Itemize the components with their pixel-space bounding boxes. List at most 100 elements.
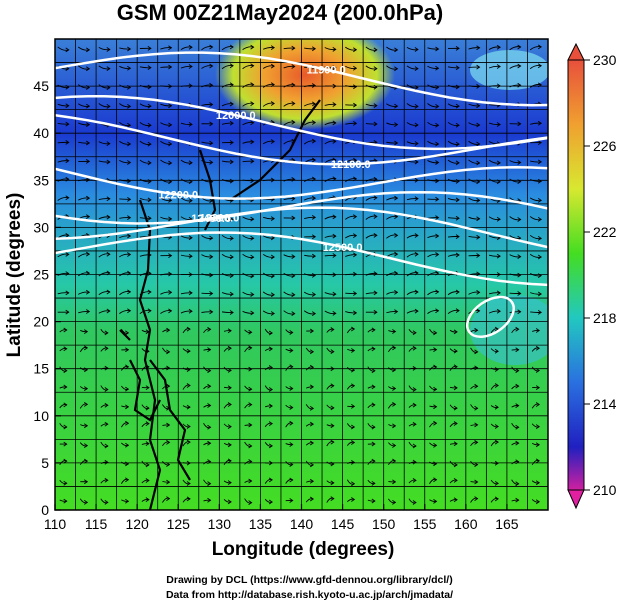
wind-arrowhead: [373, 195, 378, 201]
wind-arrowhead: [517, 272, 522, 278]
x-tick-label: 155: [413, 516, 437, 532]
wind-arrowhead: [248, 402, 253, 408]
wind-arrowhead: [371, 441, 376, 447]
wind-arrowhead: [268, 346, 273, 352]
wind-arrowhead: [537, 140, 542, 145]
wind-arrowhead: [535, 368, 540, 373]
wind-arrowhead: [65, 158, 70, 164]
coastline-mainland: [138, 199, 162, 510]
wind-arrowhead: [311, 215, 317, 220]
wind-arrowhead: [289, 348, 294, 353]
x-tick-label: 110: [44, 516, 67, 532]
wind-arrowhead: [168, 253, 173, 258]
wind-arrowhead: [433, 442, 438, 448]
wind-arrowhead: [371, 498, 376, 504]
wind-streamline: [365, 292, 377, 295]
wind-arrowhead: [330, 327, 335, 332]
wind-arrowhead: [494, 404, 499, 410]
wind-arrowhead: [65, 103, 70, 109]
wind-arrowhead: [414, 251, 419, 257]
wind-arrowhead: [535, 385, 540, 391]
wind-streamline: [283, 47, 295, 50]
y-tick-label: 5: [41, 455, 49, 471]
wind-arrowhead: [207, 326, 212, 332]
wind-arrowhead: [270, 216, 275, 221]
wind-arrowhead: [494, 496, 499, 502]
wind-arrowhead: [330, 383, 335, 389]
wind-arrowhead: [392, 479, 397, 485]
wind-arrowhead: [207, 497, 212, 503]
wind-arrowhead: [166, 422, 171, 428]
wind-arrowhead: [353, 47, 358, 53]
wind-arrowhead: [371, 368, 376, 374]
height-contour: [55, 231, 548, 287]
wind-arrowhead: [353, 121, 358, 126]
contour-label: 12300.0: [199, 213, 239, 225]
wind-arrowhead: [371, 384, 376, 390]
wind-arrowhead: [270, 139, 275, 144]
wind-arrowhead: [227, 345, 232, 351]
wind-arrowhead: [65, 140, 70, 145]
wind-arrowhead: [332, 291, 337, 297]
wind-arrowhead: [517, 82, 522, 88]
wind-arrowhead: [412, 443, 417, 449]
wind-arrowhead: [474, 383, 479, 389]
wind-arrowhead: [106, 214, 111, 220]
wind-arrowhead: [168, 271, 173, 277]
wind-arrowhead: [209, 82, 214, 88]
wind-arrowhead: [537, 254, 542, 260]
wind-arrowhead: [537, 217, 542, 222]
wind-arrowhead: [537, 44, 542, 50]
warm-anomaly: [215, 39, 395, 130]
wind-arrowhead: [227, 442, 232, 448]
wind-arrowhead: [229, 310, 234, 315]
wind-arrowhead: [353, 65, 358, 71]
wind-arrowhead: [371, 480, 376, 486]
wind-arrowhead: [291, 177, 296, 182]
wind-arrowhead: [476, 197, 481, 203]
wind-arrowhead: [537, 291, 542, 297]
wind-arrowhead: [394, 289, 399, 295]
height-contour: [55, 95, 548, 151]
wind-arrowhead: [84, 500, 89, 505]
wind-arrowhead: [289, 442, 294, 447]
wind-arrowhead: [207, 403, 212, 408]
wind-arrowhead: [494, 367, 499, 372]
wind-arrowhead: [289, 405, 294, 410]
wind-streamline: [57, 292, 69, 295]
wind-arrowhead: [127, 252, 132, 257]
wind-arrowhead: [168, 45, 173, 51]
x-tick-label: 135: [249, 516, 273, 532]
wind-arrowhead: [453, 405, 458, 411]
wind-arrowhead: [248, 422, 253, 428]
wind-arrowhead: [496, 253, 501, 259]
wind-arrowhead: [127, 196, 132, 202]
wind-arrowhead: [494, 480, 499, 486]
wind-arrowhead: [227, 402, 232, 407]
x-tick-label: 160: [454, 516, 478, 532]
wind-arrowhead: [188, 160, 193, 166]
wind-streamline: [139, 66, 151, 69]
coastline-taiwan: [119, 329, 131, 341]
wind-arrowhead: [394, 232, 399, 238]
wind-arrowhead: [65, 232, 70, 238]
colorbar-tick-label: 218: [593, 310, 617, 326]
wind-arrowhead: [433, 498, 438, 504]
wind-arrowhead: [535, 402, 540, 407]
wind-arrowhead: [332, 102, 337, 107]
wind-arrowhead: [270, 311, 275, 316]
wind-arrowhead: [351, 440, 356, 445]
wind-arrowhead: [270, 63, 275, 69]
wind-arrowhead: [435, 65, 440, 71]
wind-arrowhead: [412, 500, 417, 505]
wind-arrowhead: [332, 233, 337, 239]
wind-arrowhead: [270, 254, 275, 260]
wind-arrowhead: [65, 121, 70, 127]
wind-arrowhead: [147, 308, 152, 314]
credit-drawing: Drawing by DCL (https://www.gfd-dennou.o…: [166, 574, 453, 586]
wind-arrowhead: [476, 253, 481, 258]
wind-streamline: [304, 216, 316, 219]
wind-arrowhead: [125, 498, 130, 504]
wind-arrowhead: [63, 480, 68, 486]
colorbar-tick-label: 214: [593, 396, 617, 412]
